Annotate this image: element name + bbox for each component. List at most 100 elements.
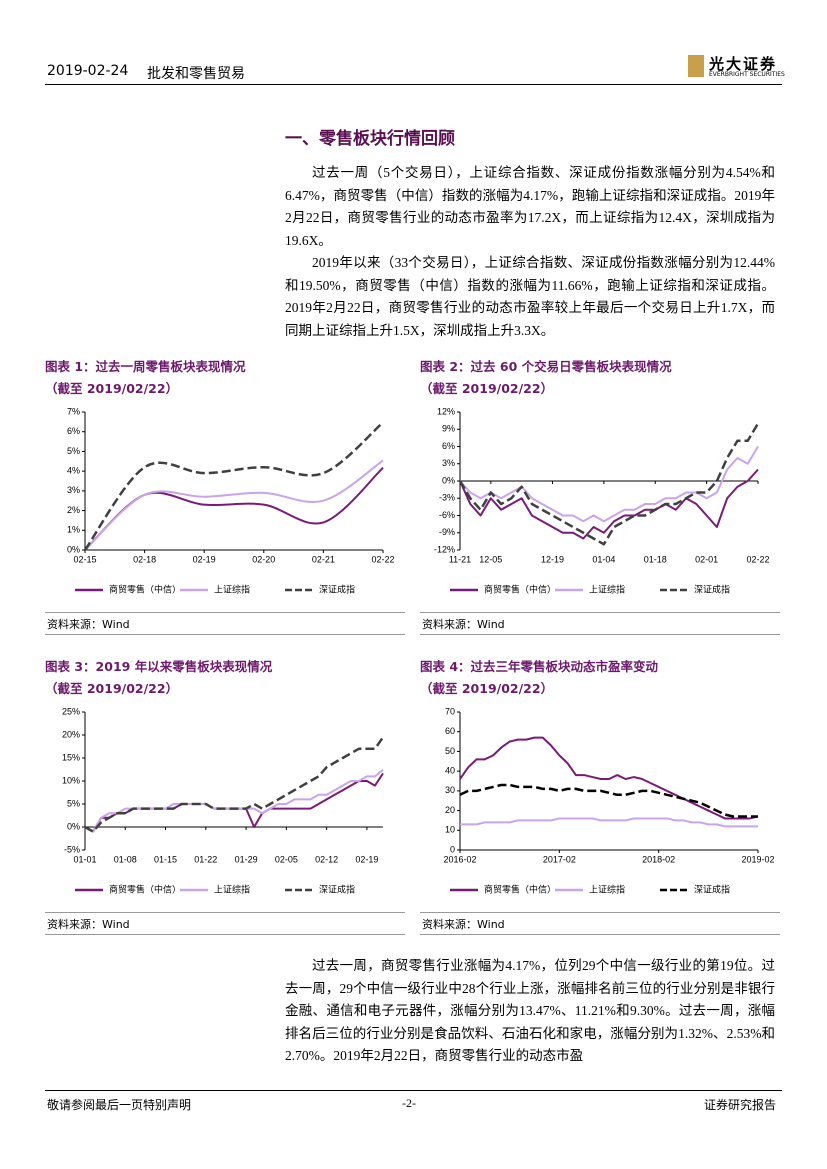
y-tick-label: -6% bbox=[439, 510, 455, 520]
rule bbox=[420, 912, 780, 913]
y-tick-label: 0% bbox=[442, 475, 455, 485]
y-tick-label: 25% bbox=[62, 706, 80, 716]
x-tick-label: 01-01 bbox=[73, 854, 96, 864]
footer-rule bbox=[45, 1090, 782, 1091]
paragraph: 2019年以来（33个交易日），上证综合指数、深证成份指数涨幅分别为12.44%… bbox=[285, 255, 775, 338]
y-tick-label: 15% bbox=[62, 752, 80, 762]
legend-label: 商贸零售（中信） bbox=[484, 583, 556, 594]
y-tick-label: 0% bbox=[67, 544, 80, 554]
y-tick-label: -12% bbox=[434, 544, 455, 554]
x-tick-label: 11-21 bbox=[449, 554, 471, 564]
chart: -12% -9% -6% -3% 0% 3% 6% 9% 12% 11-21 12-05 12-19 0… bbox=[434, 406, 770, 594]
footer-report: 证券研究报告 bbox=[704, 1098, 777, 1112]
chart-subcaption: （截至 2019/02/22） bbox=[45, 681, 179, 696]
x-tick-label: 2018-02 bbox=[642, 854, 675, 864]
chart: -5% 0% 5% 10% 15% 20% 25% 01-01 01-08 01-15 01-22 0… bbox=[62, 706, 385, 894]
y-tick-label: 3% bbox=[67, 485, 80, 495]
rule bbox=[420, 612, 780, 613]
chart-source: 资料来源：Wind bbox=[47, 918, 130, 931]
series-line bbox=[83, 421, 384, 551]
y-tick-label: 6% bbox=[67, 426, 80, 436]
page-number: -2- bbox=[402, 1096, 416, 1110]
header-rule bbox=[45, 84, 782, 85]
y-tick-label: -9% bbox=[439, 527, 455, 537]
series-line bbox=[460, 817, 758, 828]
series-line bbox=[84, 459, 384, 551]
legend-label: 上证综指 bbox=[589, 883, 625, 894]
y-tick-label: 20% bbox=[62, 729, 80, 739]
y-tick-label: 20 bbox=[445, 805, 455, 815]
chart-caption: 图表 2：过去 60 个交易日零售板块表现情况 bbox=[420, 359, 672, 374]
x-tick-label: 2019-02 bbox=[741, 854, 774, 864]
footer-note: 敬请参阅最后一页特别声明 bbox=[47, 1098, 192, 1112]
paragraph: 过去一周，商贸零售行业涨幅为4.17%，位列29个中信一级行业的第19位。过去一… bbox=[285, 958, 775, 1063]
series-line bbox=[459, 783, 758, 818]
x-tick-label: 12-19 bbox=[541, 554, 564, 564]
x-tick-label: 01-18 bbox=[644, 554, 667, 564]
y-tick-label: 6% bbox=[442, 441, 455, 451]
x-tick-label: 02-18 bbox=[133, 554, 156, 564]
x-tick-label: 02-20 bbox=[252, 554, 275, 564]
legend-label: 深证成指 bbox=[694, 883, 730, 894]
legend-label: 深证成指 bbox=[319, 583, 355, 594]
series-line bbox=[459, 468, 759, 540]
y-tick-label: 4% bbox=[67, 466, 80, 476]
rule bbox=[45, 934, 405, 935]
chart-caption: 图表 3：2019 年以来零售板块表现情况 bbox=[45, 659, 273, 674]
legend-label: 商贸零售（中信） bbox=[109, 583, 181, 594]
legend-label: 深证成指 bbox=[319, 883, 355, 894]
series-line bbox=[84, 769, 384, 833]
logo-icon bbox=[688, 55, 704, 77]
y-tick-label: 1% bbox=[67, 525, 80, 535]
y-tick-label: 2% bbox=[67, 505, 80, 515]
rule bbox=[420, 934, 780, 935]
x-tick-label: 02-05 bbox=[275, 854, 298, 864]
x-tick-label: 01-08 bbox=[114, 854, 137, 864]
section-title: 一、零售板块行情回顾 bbox=[285, 129, 455, 149]
y-tick-label: 0 bbox=[450, 844, 455, 854]
x-tick-label: 01-15 bbox=[154, 854, 177, 864]
chart: 0% 1% 2% 3% 4% 5% 6% 7% 02-15 02-18 02-19 02-20 02-2… bbox=[67, 406, 395, 594]
rule bbox=[45, 634, 405, 635]
legend-label: 上证综指 bbox=[589, 583, 625, 594]
series-line bbox=[458, 422, 760, 546]
x-tick-label: 02-19 bbox=[355, 854, 378, 864]
legend-label: 商贸零售（中信） bbox=[109, 883, 181, 894]
y-tick-label: 9% bbox=[442, 424, 455, 434]
y-tick-label: 7% bbox=[67, 406, 80, 416]
chart-subcaption: （截至 2019/02/22） bbox=[45, 381, 179, 396]
x-tick-label: 01-22 bbox=[194, 854, 217, 864]
x-tick-label: 02-22 bbox=[746, 554, 769, 564]
y-tick-label: 40 bbox=[445, 766, 455, 776]
y-tick-label: 5% bbox=[67, 446, 80, 456]
x-tick-label: 02-01 bbox=[695, 554, 718, 564]
y-tick-label: 3% bbox=[442, 458, 455, 468]
x-tick-label: 01-04 bbox=[592, 554, 615, 564]
series-line bbox=[84, 736, 385, 833]
x-tick-label: 02-12 bbox=[315, 854, 338, 864]
logo-en: EVERBRIGHT SECURITIES bbox=[709, 71, 785, 78]
chart-caption: 图表 1：过去一周零售板块表现情况 bbox=[45, 359, 246, 374]
legend-label: 商贸零售（中信） bbox=[484, 883, 556, 894]
y-tick-label: 0% bbox=[67, 821, 80, 831]
y-tick-label: 60 bbox=[445, 726, 455, 736]
x-tick-label: 2017-02 bbox=[543, 854, 576, 864]
rule bbox=[420, 634, 780, 635]
x-tick-label: 12-05 bbox=[479, 554, 502, 564]
chart-source: 资料来源：Wind bbox=[422, 618, 505, 631]
chart-caption: 图表 4：过去三年零售板块动态市盈率变动 bbox=[420, 659, 659, 674]
paragraph: 过去一周（5个交易日），上证综合指数、深证成份指数涨幅分别为4.54%和6.47… bbox=[285, 165, 775, 248]
y-tick-label: -3% bbox=[439, 493, 455, 503]
rule bbox=[45, 912, 405, 913]
x-tick-label: 02-19 bbox=[193, 554, 216, 564]
series-line bbox=[459, 736, 759, 820]
y-tick-label: 5% bbox=[67, 798, 80, 808]
y-tick-label: 70 bbox=[445, 706, 455, 716]
x-tick-label: 02-21 bbox=[312, 554, 335, 564]
header-date: 2019-02-24 bbox=[47, 63, 129, 79]
chart-subcaption: （截至 2019/02/22） bbox=[420, 681, 554, 696]
series-line bbox=[84, 772, 384, 833]
y-tick-label: 50 bbox=[445, 746, 455, 756]
chart-source: 资料来源：Wind bbox=[422, 918, 505, 931]
